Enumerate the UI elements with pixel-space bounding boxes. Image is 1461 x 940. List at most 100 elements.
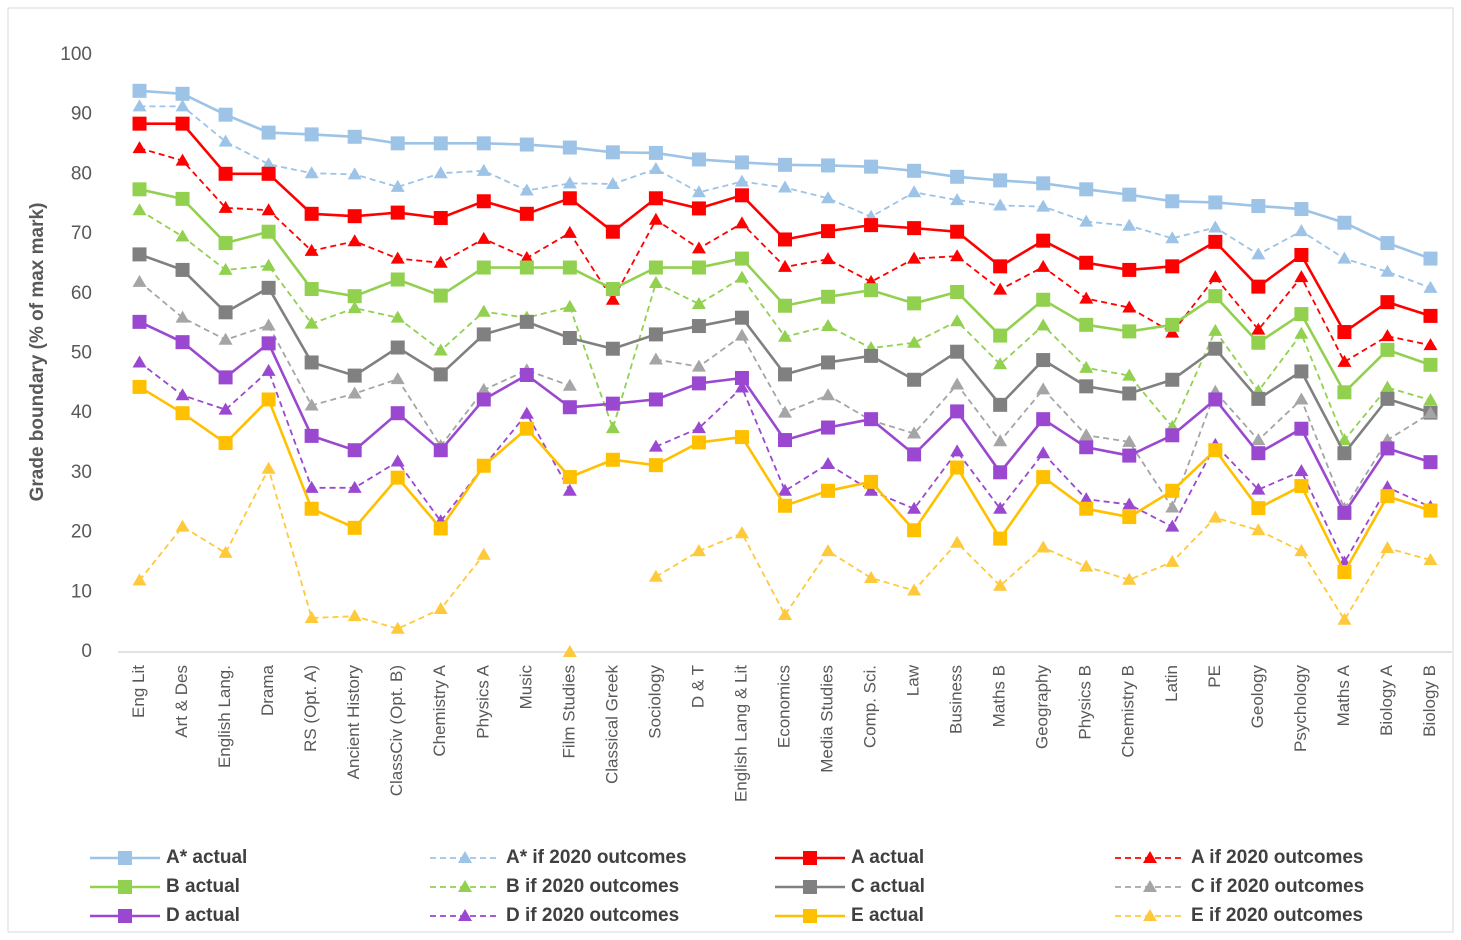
marker <box>218 107 233 122</box>
marker <box>1036 470 1051 485</box>
marker <box>864 412 879 427</box>
marker <box>950 193 965 206</box>
marker <box>562 191 577 206</box>
x-tick-label: Law <box>904 664 923 696</box>
x-tick-label: Latin <box>1162 665 1181 702</box>
marker <box>1423 338 1438 351</box>
marker <box>907 447 922 462</box>
marker <box>864 483 879 496</box>
marker <box>390 205 405 220</box>
marker <box>347 129 362 144</box>
marker <box>1294 364 1309 379</box>
marker <box>648 191 663 206</box>
x-tick-label: Maths B <box>990 665 1009 727</box>
marker <box>476 547 491 560</box>
marker <box>1423 357 1438 372</box>
marker <box>950 377 965 390</box>
marker <box>907 501 922 514</box>
marker <box>1423 280 1438 293</box>
marker <box>562 225 577 238</box>
marker <box>175 116 190 131</box>
marker <box>1294 270 1309 283</box>
marker <box>476 136 491 151</box>
marker <box>821 191 836 204</box>
marker <box>648 260 663 275</box>
marker <box>993 259 1008 274</box>
marker <box>1122 218 1137 231</box>
marker <box>433 288 448 303</box>
marker <box>433 443 448 458</box>
marker <box>562 299 577 312</box>
marker <box>347 520 362 535</box>
marker <box>605 452 620 467</box>
marker <box>1423 406 1438 419</box>
marker <box>390 621 405 634</box>
marker <box>907 296 922 311</box>
marker <box>218 134 233 147</box>
marker <box>218 370 233 385</box>
marker <box>261 224 276 239</box>
marker <box>950 169 965 184</box>
marker <box>734 310 749 325</box>
marker <box>347 301 362 314</box>
marker <box>1423 308 1438 323</box>
marker <box>132 314 147 329</box>
marker <box>519 367 534 382</box>
legend-marker <box>118 909 132 923</box>
marker <box>605 145 620 160</box>
marker <box>132 203 147 216</box>
marker <box>778 498 792 513</box>
y-tick-label: 40 <box>71 402 92 423</box>
marker <box>864 570 879 583</box>
legend-label: E if 2020 outcomes <box>1191 905 1363 926</box>
marker <box>175 86 190 101</box>
y-tick-label: 70 <box>71 223 92 244</box>
legend-marker <box>458 909 472 921</box>
marker <box>1079 492 1094 505</box>
marker <box>1380 329 1395 342</box>
marker <box>1208 392 1223 407</box>
marker <box>864 474 879 489</box>
marker <box>1165 194 1180 209</box>
marker <box>562 400 577 415</box>
legend-label: D if 2020 outcomes <box>506 905 679 926</box>
marker <box>605 292 620 305</box>
legend-label: A actual <box>851 847 924 868</box>
marker <box>1122 572 1137 585</box>
marker <box>1079 317 1094 332</box>
marker <box>1251 433 1266 446</box>
marker <box>347 609 362 622</box>
marker <box>218 545 233 558</box>
marker <box>1294 421 1309 436</box>
x-tick-label: English Lang & Lit <box>731 665 750 802</box>
marker <box>175 310 190 323</box>
marker <box>648 458 663 473</box>
marker <box>304 398 319 411</box>
marker <box>261 392 276 407</box>
marker <box>433 166 448 179</box>
marker <box>261 166 276 181</box>
marker <box>476 194 491 209</box>
marker <box>648 352 663 365</box>
legend-marker <box>1143 880 1157 892</box>
marker <box>734 270 749 283</box>
marker <box>1294 479 1309 494</box>
marker <box>1423 393 1438 406</box>
marker <box>821 483 836 498</box>
marker <box>347 289 362 304</box>
x-tick-label: Music <box>516 665 535 710</box>
x-tick-label: Geology <box>1248 665 1267 729</box>
marker <box>1122 300 1137 313</box>
marker <box>304 206 319 221</box>
marker <box>1251 446 1266 461</box>
x-tick-label: Psychology <box>1291 665 1310 752</box>
marker <box>993 501 1008 514</box>
marker <box>1294 224 1309 237</box>
marker <box>734 251 749 266</box>
marker <box>605 396 620 411</box>
marker <box>691 359 706 372</box>
marker <box>175 388 190 401</box>
marker <box>1208 323 1223 336</box>
legend-marker <box>1143 851 1157 863</box>
